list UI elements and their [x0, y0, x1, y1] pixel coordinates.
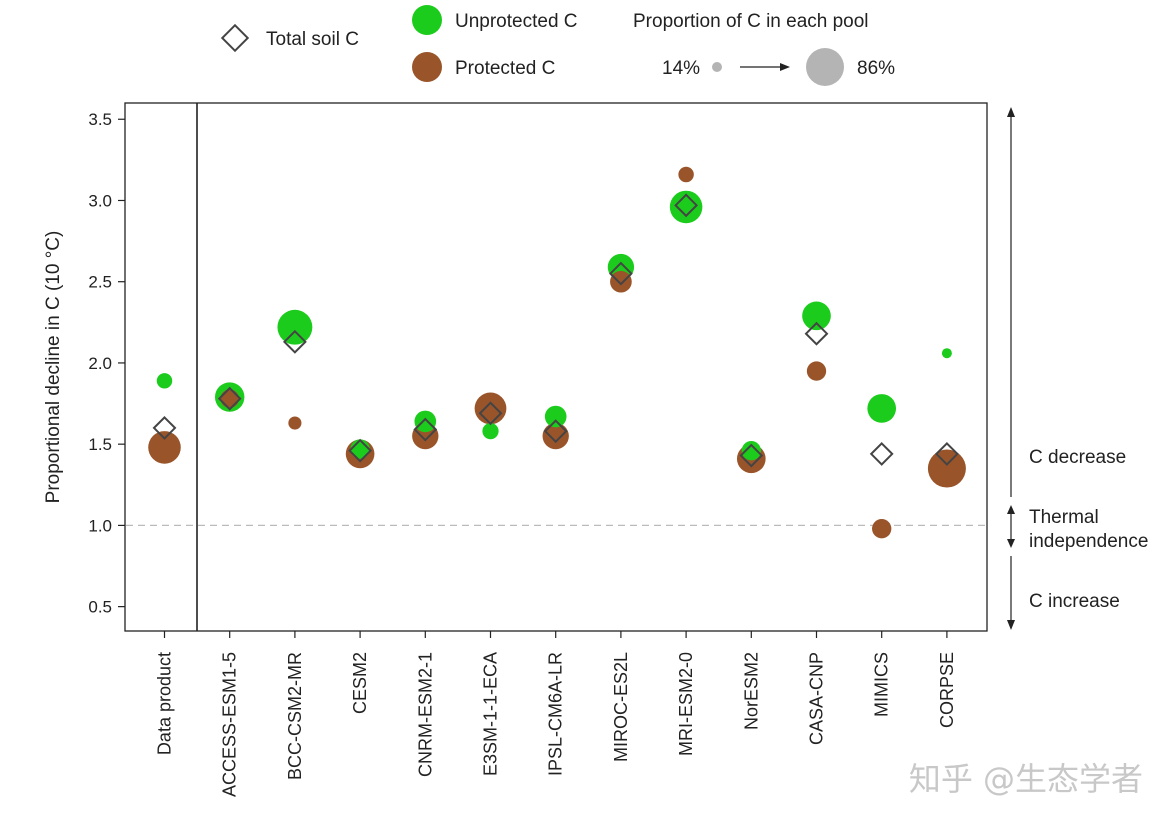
protected-point — [542, 422, 569, 450]
protected-point — [872, 518, 892, 539]
y-tick-label: 2.0 — [88, 354, 112, 373]
total-soil-point — [674, 193, 699, 218]
y-tick-label: 3.0 — [88, 191, 112, 210]
legend-size-title: Proportion of C in each pool — [633, 11, 869, 32]
unprotected-point — [482, 423, 499, 440]
unprotected-point — [156, 373, 173, 389]
protected-point — [610, 270, 632, 293]
legend-total-label: Total soil C — [266, 29, 359, 50]
legend-protected-label: Protected C — [455, 58, 555, 79]
x-tick-label: Data product — [155, 652, 175, 755]
protected-point — [220, 389, 239, 408]
y-axis-label: Proportional decline in C (10 °C) — [43, 231, 64, 504]
unprotected-point — [941, 348, 952, 359]
x-axis: Data product ACCESS-ESM1-5 BCC-CSM2-MR CESM… — [155, 631, 957, 797]
total-soil-point — [282, 329, 307, 354]
thermal-arrowhead-down — [1007, 539, 1015, 548]
total-soil-point — [608, 261, 633, 286]
annotation-increase: C increase — [1029, 591, 1120, 612]
x-tick-label: CNRM-ESM2-1 — [415, 652, 435, 777]
legend-size-max-label: 86% — [857, 58, 895, 79]
y-tick-label: 2.5 — [88, 273, 112, 292]
annotation-decrease: C decrease — [1029, 447, 1126, 468]
x-tick-label: MIMICS — [872, 652, 892, 717]
x-tick-label: NorESM2 — [741, 652, 761, 730]
unprotected-point — [669, 190, 703, 224]
total-soil-point — [804, 321, 829, 346]
x-tick-label: ACCESS-ESM1-5 — [220, 652, 240, 797]
protected-point — [474, 392, 507, 425]
legend-protected-marker — [412, 52, 442, 82]
x-tick-label: CORPSE — [937, 652, 957, 728]
direction-annotations — [1007, 107, 1015, 630]
legend-size-arrowhead — [780, 63, 790, 71]
unprotected-point — [544, 405, 567, 428]
y-tick-label: 1.0 — [88, 516, 112, 535]
legend-size-max-marker — [806, 48, 844, 86]
protected-point — [148, 431, 181, 464]
legend-unprotected-label: Unprotected C — [455, 11, 578, 32]
data-marks — [148, 166, 966, 539]
annotation-thermal-2: independence — [1029, 531, 1148, 552]
unprotected-point — [802, 301, 831, 331]
total-soil-point — [543, 419, 568, 444]
legend-diamond-marker — [220, 23, 250, 53]
increase-arrowhead — [1007, 620, 1015, 630]
total-soil-point — [934, 442, 959, 466]
total-soil-point — [869, 442, 894, 466]
legend: Total soil C Unprotected C Protected C P… — [220, 5, 895, 86]
plot-frame — [124, 102, 988, 632]
unprotected-point — [867, 394, 897, 423]
legend-size-min-label: 14% — [662, 58, 700, 79]
total-soil-point — [217, 386, 242, 411]
x-tick-label: IPSL-CM6A-LR — [546, 652, 566, 776]
x-tick-label: MRI-ESM2-0 — [676, 652, 696, 756]
x-tick-label: E3SM-1-1-ECA — [481, 652, 501, 776]
y-tick-label: 1.5 — [88, 435, 112, 454]
x-tick-label: BCC-CSM2-MR — [285, 652, 305, 780]
decrease-arrowhead — [1007, 107, 1015, 117]
protected-point — [927, 449, 966, 488]
legend-unprotected-marker — [412, 5, 442, 35]
total-soil-point — [478, 401, 503, 426]
thermal-arrowhead-up — [1007, 505, 1015, 514]
total-soil-point — [152, 416, 177, 440]
x-tick-label: CESM2 — [350, 652, 370, 714]
protected-point — [806, 361, 827, 381]
protected-point — [678, 166, 694, 183]
total-soil-point — [413, 417, 438, 442]
legend-size-min-marker — [712, 62, 722, 72]
unprotected-point — [741, 441, 761, 461]
annotation-thermal-1: Thermal — [1029, 507, 1099, 528]
y-tick-label: 0.5 — [88, 598, 112, 617]
total-soil-point — [739, 443, 764, 468]
unprotected-point — [414, 410, 437, 433]
watermark: 知乎 @生态学者 — [909, 760, 1143, 798]
total-soil-point — [348, 438, 373, 463]
y-tick-label: 3.5 — [88, 110, 112, 129]
unprotected-point — [277, 309, 313, 345]
x-tick-label: CASA-CNP — [807, 652, 827, 745]
protected-point — [288, 416, 302, 430]
x-tick-label: MIROC-ES2L — [611, 652, 631, 762]
y-axis: 0.5 1.0 1.5 2.0 2.5 3.0 3.5 — [88, 110, 125, 617]
